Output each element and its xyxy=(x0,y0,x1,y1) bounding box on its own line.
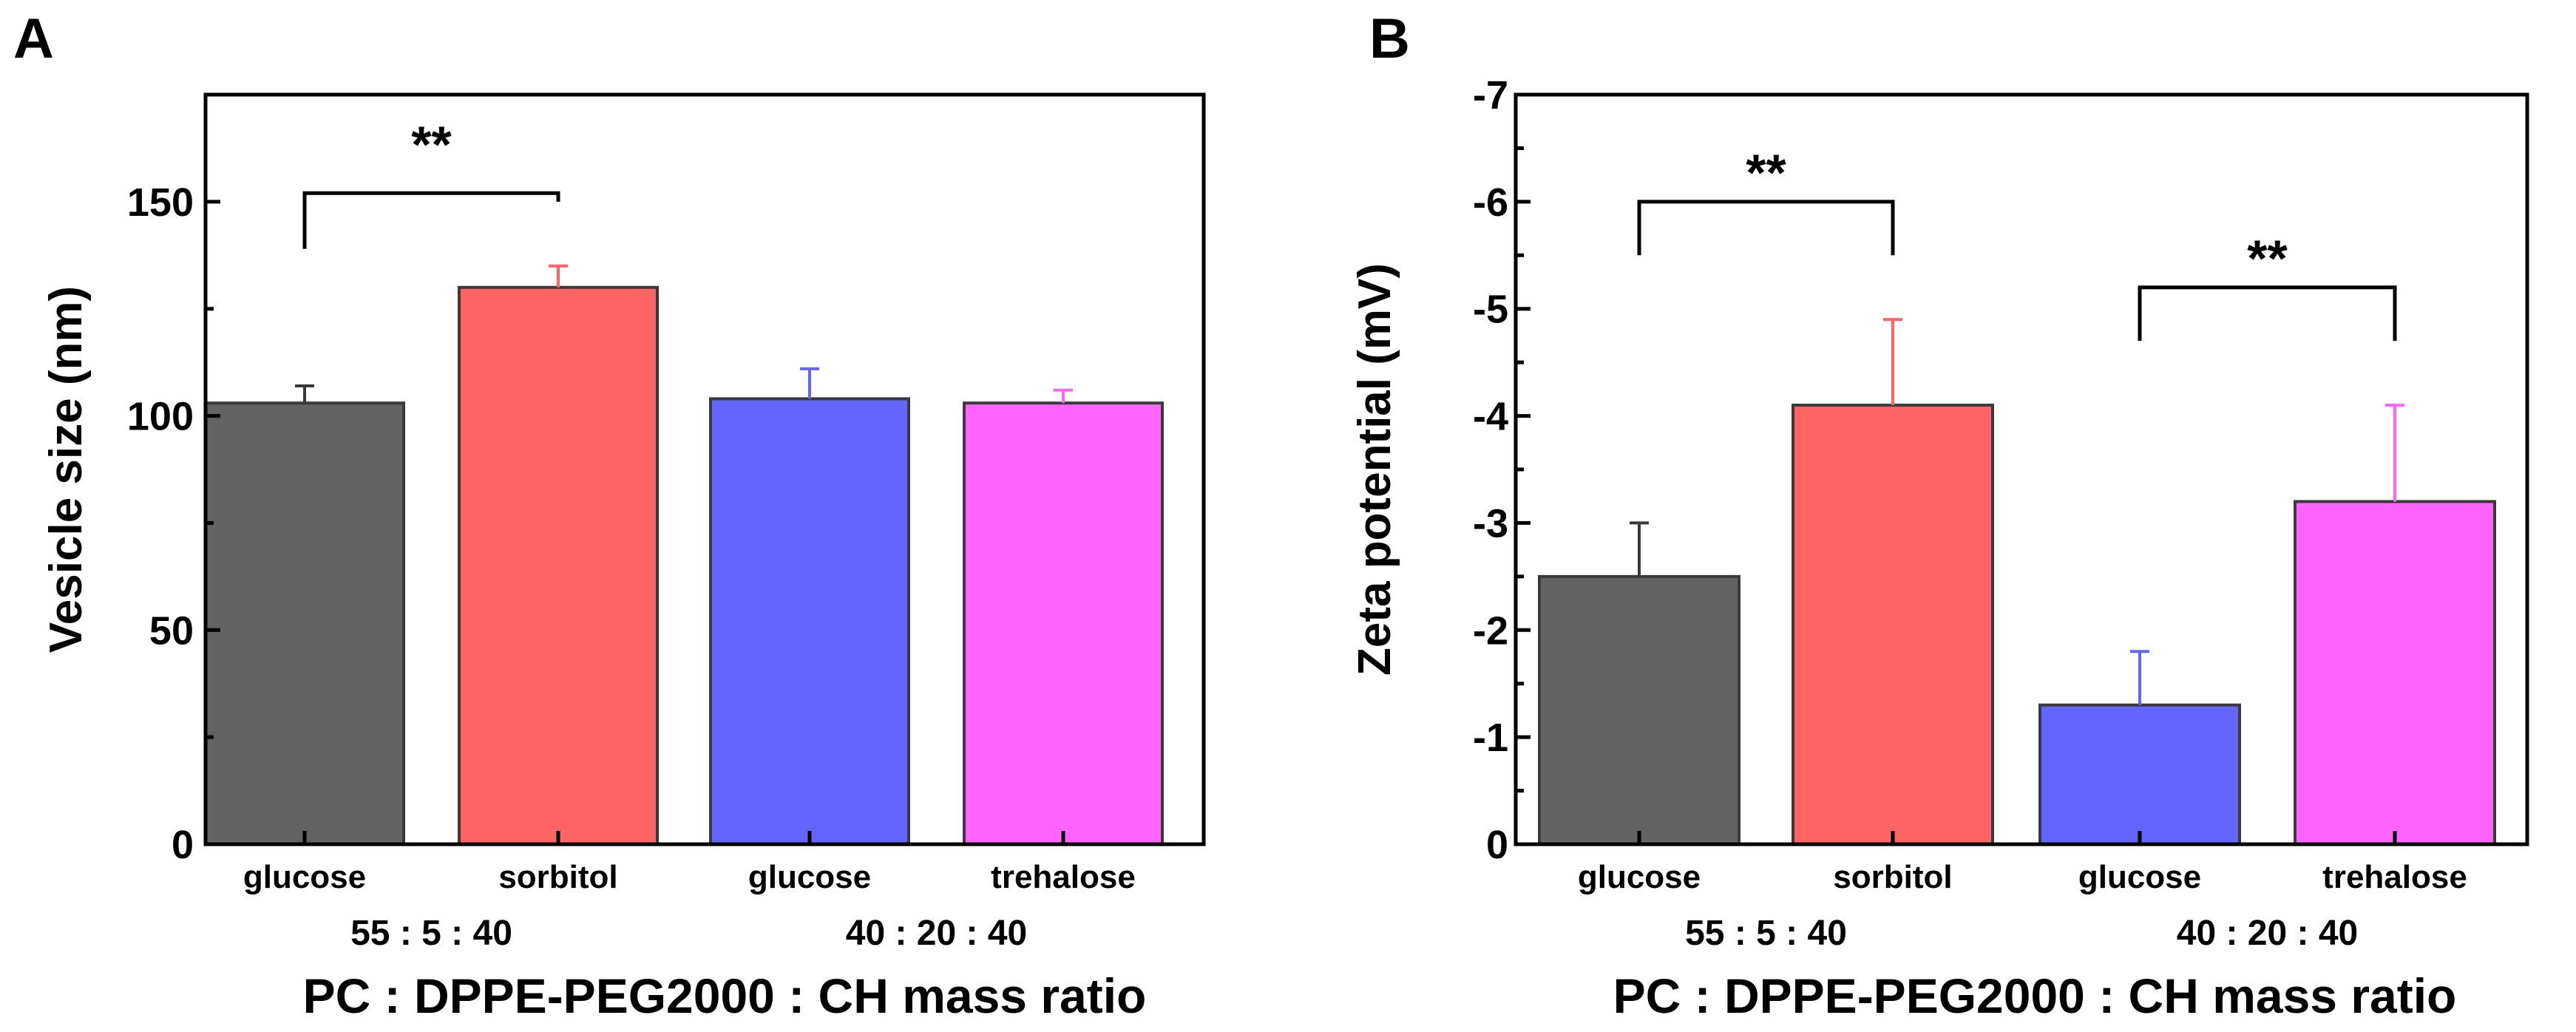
bar-2 xyxy=(458,285,659,846)
x-axis-title: PC : DPPE-PEG2000 : CH mass ratio xyxy=(303,968,1147,1023)
x-category-label: glucose xyxy=(2078,859,2201,895)
plot-frame xyxy=(203,92,1206,846)
panel-a: A ** 0 50 100 150 glucose sorbitol glucose trehal… xyxy=(13,7,1206,1023)
x-category-label: sorbitol xyxy=(1833,859,1952,895)
y-tick-label: -4 xyxy=(1473,395,1508,439)
y-tick-label: 0 xyxy=(172,823,194,867)
bar-3 xyxy=(709,397,910,846)
y-tick-label: 100 xyxy=(127,395,194,439)
x-category-label: glucose xyxy=(748,859,871,895)
panel-b: B ** ** 0 -1 -2 -3 -4 -5 -6 -7 glucose sorbitol gluco… xyxy=(1349,7,2529,1023)
x-group-label: 40 : 20 : 40 xyxy=(846,914,1027,953)
y-axis-label: Vesicle size (nm) xyxy=(41,286,92,653)
y-tick-label: -6 xyxy=(1473,180,1508,225)
x-group-label: 55 : 5 : 40 xyxy=(350,914,512,953)
x-category-label: trehalose xyxy=(2322,859,2467,895)
x-category-label: trehalose xyxy=(991,859,1136,895)
y-tick-label: -7 xyxy=(1473,73,1508,118)
significance-label-1: ** xyxy=(411,116,452,174)
y-tick-label: 150 xyxy=(127,180,194,225)
y-tick-label: -2 xyxy=(1473,608,1508,653)
y-tick-label: -5 xyxy=(1473,288,1508,332)
x-group-label: 55 : 5 : 40 xyxy=(1685,914,1847,953)
panel-label: B xyxy=(1369,7,1410,70)
y-tick-label: -3 xyxy=(1473,501,1508,546)
x-group-label: 40 : 20 : 40 xyxy=(2177,914,2358,953)
x-category-label: glucose xyxy=(1578,859,1701,895)
x-axis-title: PC : DPPE-PEG2000 : CH mass ratio xyxy=(1613,968,2457,1023)
bar-1 xyxy=(204,401,405,846)
x-category-label: sorbitol xyxy=(498,859,617,895)
panel-label: A xyxy=(13,7,54,70)
bar-4 xyxy=(963,401,1164,846)
bar-4 xyxy=(2294,500,2496,846)
x-category-label: glucose xyxy=(243,859,366,895)
bar-2 xyxy=(1792,404,1994,846)
significance-label-2: ** xyxy=(2247,229,2288,287)
significance-label-1: ** xyxy=(1746,143,1786,201)
bar-3 xyxy=(2038,703,2241,846)
y-tick-label: -1 xyxy=(1473,716,1508,760)
significance-bracket-2 xyxy=(2138,285,2397,342)
significance-bracket-1 xyxy=(1637,200,1895,256)
y-axis-label: Zeta potential (mV) xyxy=(1349,263,1400,676)
significance-bracket-1 xyxy=(302,191,560,249)
y-tick-label: 0 xyxy=(1486,823,1508,867)
y-tick-label: 50 xyxy=(149,608,194,653)
bar-1 xyxy=(1538,574,1741,846)
